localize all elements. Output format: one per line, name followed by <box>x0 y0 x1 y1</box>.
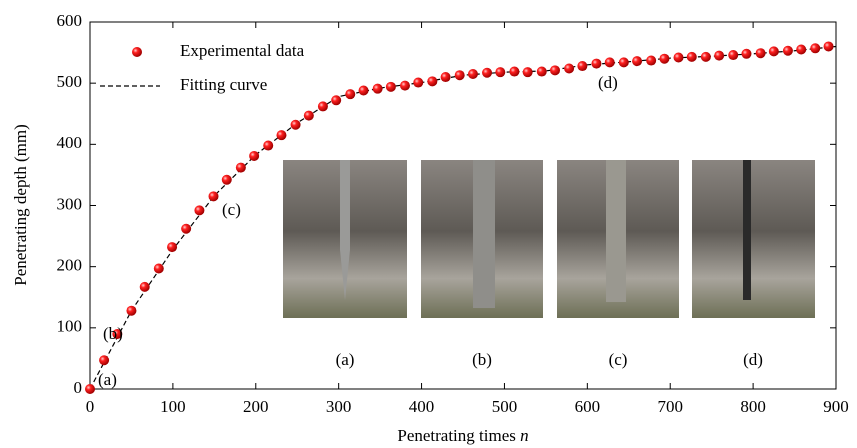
data-point <box>768 46 779 57</box>
data-point <box>345 89 356 100</box>
data-point <box>536 66 547 77</box>
data-point <box>249 150 260 161</box>
data-point <box>276 130 287 141</box>
data-point <box>467 68 478 79</box>
x-tick-label: 0 <box>86 397 95 416</box>
legend-marker <box>132 47 142 57</box>
y-tick-label: 300 <box>57 194 83 213</box>
data-point <box>495 67 506 78</box>
data-point <box>235 162 246 173</box>
data-point <box>632 56 643 67</box>
data-point <box>686 51 697 62</box>
data-point <box>99 355 110 366</box>
data-point <box>550 65 561 76</box>
data-point <box>782 45 793 56</box>
data-point <box>522 67 533 78</box>
data-point <box>796 44 807 55</box>
legend-label: Experimental data <box>180 41 305 60</box>
data-point <box>810 43 821 54</box>
data-point <box>385 81 396 92</box>
data-point <box>741 48 752 59</box>
penetrometer <box>473 160 495 308</box>
data-point <box>673 52 684 63</box>
data-point <box>591 58 602 69</box>
data-point <box>618 57 629 68</box>
annotation: (a) <box>98 370 117 389</box>
photo <box>692 160 815 318</box>
data-point <box>194 205 205 216</box>
x-tick-label: 300 <box>326 397 352 416</box>
data-point <box>358 85 369 96</box>
y-tick-label: 600 <box>57 11 83 30</box>
data-point <box>454 70 465 81</box>
legend-label: Fitting curve <box>180 75 267 94</box>
data-point <box>823 41 834 52</box>
data-point <box>659 53 670 64</box>
data-point <box>577 61 588 72</box>
data-point <box>290 119 301 130</box>
data-point <box>112 328 123 339</box>
inset-label: (c) <box>609 350 628 369</box>
data-point <box>303 110 314 121</box>
data-point <box>263 140 274 151</box>
data-point <box>700 51 711 62</box>
annotation: (b) <box>103 324 123 343</box>
x-tick-label: 800 <box>740 397 766 416</box>
data-point <box>372 83 383 94</box>
data-point <box>413 77 424 88</box>
annotation: (d) <box>598 73 618 92</box>
y-tick-label: 500 <box>57 72 83 91</box>
x-tick-label: 400 <box>409 397 435 416</box>
data-point <box>755 48 766 59</box>
x-tick-label: 600 <box>575 397 601 416</box>
data-point <box>181 223 192 234</box>
inset-label: (d) <box>743 350 763 369</box>
data-point <box>604 57 615 68</box>
y-axis-label: Penetrating depth (mm) <box>11 124 30 285</box>
x-tick-label: 900 <box>823 397 849 416</box>
data-point <box>427 76 438 87</box>
annotation: (c) <box>222 200 241 219</box>
data-point <box>399 80 410 91</box>
data-point <box>85 384 95 394</box>
data-point <box>331 95 342 106</box>
y-tick-label: 200 <box>57 256 83 275</box>
y-tick-label: 0 <box>74 378 83 397</box>
data-point <box>440 72 451 83</box>
data-point <box>126 305 137 316</box>
data-point <box>317 101 328 112</box>
data-point <box>208 191 219 202</box>
data-point <box>221 174 232 185</box>
data-point <box>714 50 725 61</box>
data-point <box>167 242 178 253</box>
y-tick-label: 400 <box>57 133 83 152</box>
inset-label: (b) <box>472 350 492 369</box>
penetrometer <box>606 160 626 302</box>
data-point <box>139 281 150 292</box>
x-axis-label: Penetrating times n <box>397 426 528 445</box>
data-point <box>728 50 739 61</box>
penetrometer <box>340 160 350 300</box>
data-point <box>482 67 493 78</box>
x-tick-label: 200 <box>243 397 269 416</box>
penetrometer <box>743 160 751 300</box>
x-label-variable: n <box>520 426 529 445</box>
x-label-text: Penetrating times <box>397 426 516 445</box>
x-tick-label: 100 <box>160 397 186 416</box>
x-tick-label: 500 <box>492 397 518 416</box>
data-point <box>509 66 520 77</box>
y-tick-label: 100 <box>57 317 83 336</box>
x-tick-label: 700 <box>657 397 683 416</box>
data-point <box>153 263 164 274</box>
inset-label: (a) <box>336 350 355 369</box>
data-point <box>646 55 657 66</box>
data-point <box>564 63 575 74</box>
inset-photos <box>283 160 815 318</box>
